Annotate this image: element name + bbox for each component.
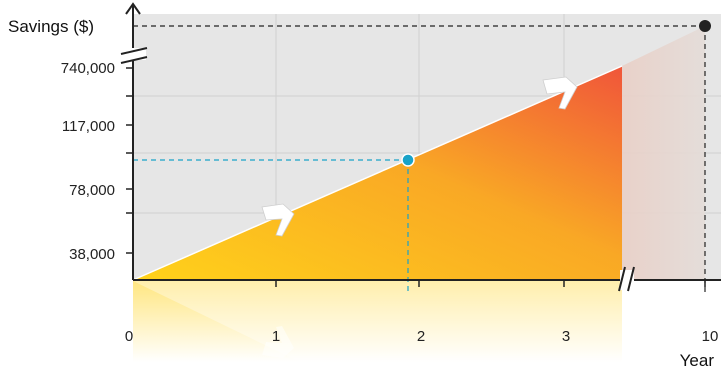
x-tick-label: 10	[702, 328, 719, 345]
x-tick-label: 3	[562, 328, 570, 345]
x-tick-label: 2	[417, 328, 425, 345]
y-tick-label: 38,000	[69, 246, 115, 263]
highlight-point	[402, 154, 414, 166]
x-tick-label: 1	[272, 328, 280, 345]
projection-area	[622, 26, 705, 280]
y-tick-marks	[126, 68, 133, 253]
endpoint-point	[699, 20, 711, 32]
area-reflection	[133, 281, 622, 362]
y-tick-label: 78,000	[69, 182, 115, 199]
y-tick-label: 117,000	[62, 118, 115, 135]
x-tick-label: 0	[125, 328, 133, 345]
x-axis-break	[619, 267, 634, 291]
y-axis-title: Savings ($)	[8, 17, 94, 36]
x-axis-title: Year	[680, 351, 715, 370]
y-tick-label: 740,000	[61, 60, 115, 77]
y-tick-labels: 740,000 117,000 78,000 38,000	[61, 60, 115, 263]
